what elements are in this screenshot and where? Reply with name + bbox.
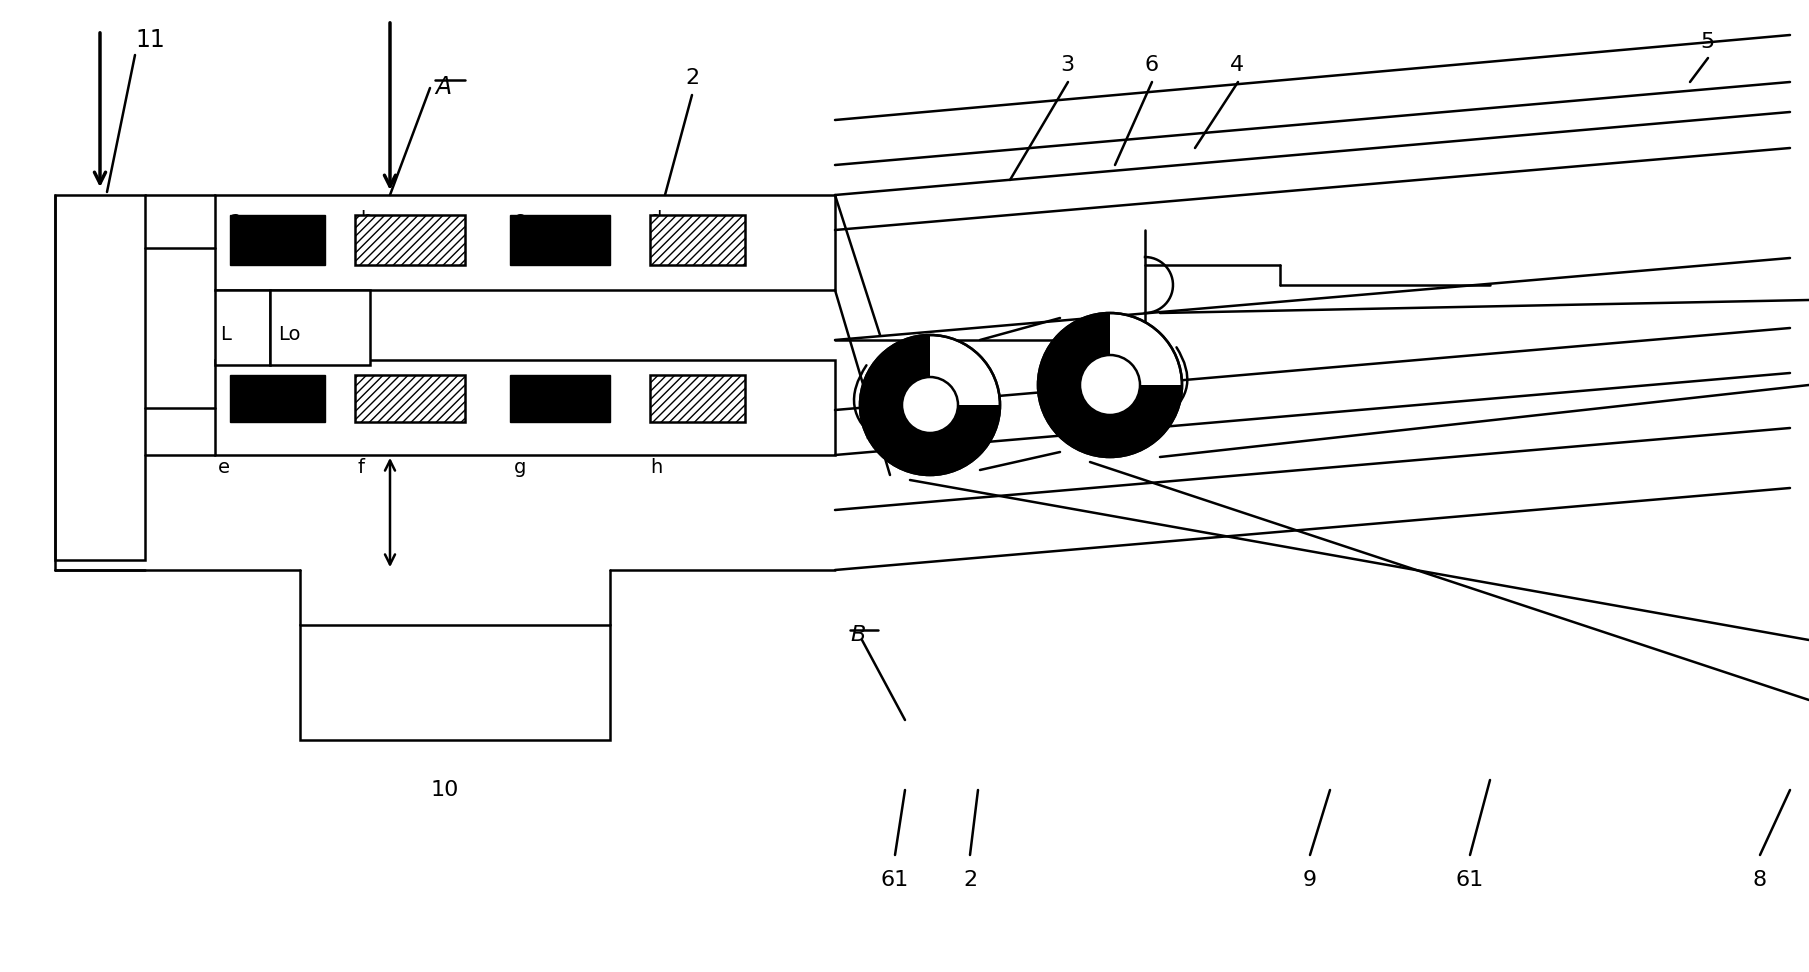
Text: 6: 6	[1145, 55, 1160, 75]
Text: 11: 11	[136, 28, 165, 52]
Text: c: c	[514, 210, 525, 229]
Bar	[230, 215, 326, 265]
Text: e: e	[219, 458, 230, 477]
Bar	[355, 215, 465, 265]
Text: 2: 2	[686, 68, 698, 88]
Bar	[300, 625, 610, 740]
Circle shape	[903, 377, 959, 433]
Circle shape	[1038, 313, 1181, 457]
Bar	[270, 290, 371, 365]
Bar	[355, 375, 465, 422]
Bar	[649, 215, 745, 265]
Text: 8: 8	[1753, 870, 1767, 890]
Text: B: B	[850, 625, 865, 645]
Bar	[215, 360, 836, 455]
Text: 5: 5	[1700, 32, 1715, 52]
Text: f: f	[358, 458, 365, 477]
Wedge shape	[859, 335, 930, 475]
Wedge shape	[1111, 385, 1181, 457]
Circle shape	[1080, 355, 1140, 415]
Text: h: h	[649, 458, 662, 477]
Circle shape	[859, 335, 1000, 475]
Text: 2: 2	[962, 870, 977, 890]
Bar	[54, 195, 145, 560]
Text: 10: 10	[431, 780, 459, 800]
Bar	[215, 195, 836, 290]
Bar	[649, 375, 745, 422]
Text: Lo: Lo	[279, 325, 300, 344]
Bar	[215, 290, 270, 365]
Text: A: A	[434, 75, 450, 99]
Bar	[510, 215, 610, 265]
Bar	[230, 375, 326, 422]
Text: g: g	[514, 458, 526, 477]
Text: L: L	[221, 325, 232, 344]
Text: b: b	[360, 210, 373, 229]
Bar	[510, 375, 610, 422]
Text: d: d	[649, 210, 662, 229]
Text: 4: 4	[1230, 55, 1245, 75]
Wedge shape	[1038, 313, 1111, 457]
Text: a: a	[230, 210, 242, 229]
Text: 3: 3	[1060, 55, 1075, 75]
Text: 9: 9	[1302, 870, 1317, 890]
Text: 61: 61	[1456, 870, 1483, 890]
Wedge shape	[930, 405, 1000, 475]
Text: 61: 61	[881, 870, 910, 890]
